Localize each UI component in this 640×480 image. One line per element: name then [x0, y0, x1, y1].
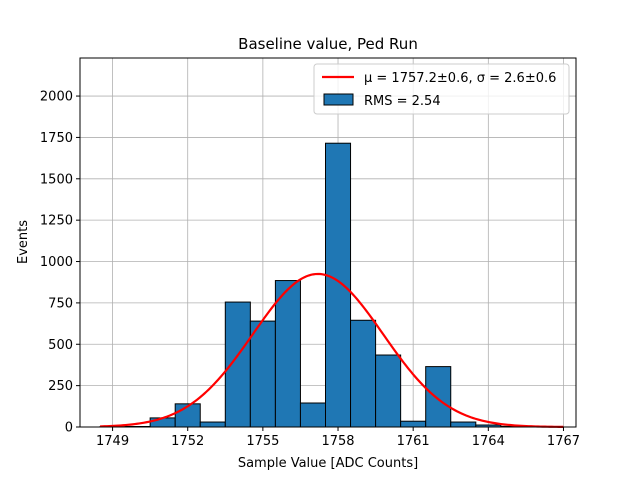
histogram-bars — [99, 142, 527, 428]
histogram-bar — [274, 280, 301, 428]
y-tick-label: 1750 — [40, 131, 73, 146]
histogram-bar — [324, 142, 352, 428]
histogram-bar — [375, 354, 402, 428]
x-tick-label: 1758 — [321, 434, 354, 449]
y-tick-label: 2000 — [40, 90, 73, 105]
histogram-bar — [400, 420, 427, 428]
legend-fit-label: μ = 1757.2±0.6, σ = 2.6±0.6 — [364, 71, 556, 86]
gaussian-fit-line — [100, 272, 564, 428]
legend-hist-label: RMS = 2.54 — [364, 94, 441, 109]
x-tick-label: 1761 — [397, 434, 430, 449]
legend: μ = 1757.2±0.6, σ = 2.6±0.6 RMS = 2.54 — [313, 63, 570, 115]
y-tick-label: 500 — [48, 338, 73, 353]
histogram-bar — [350, 319, 377, 428]
legend-hist-swatch — [323, 93, 354, 106]
histogram-bar — [450, 421, 477, 428]
y-tick-label: 1500 — [40, 172, 73, 187]
x-tick-label: 1767 — [547, 434, 580, 449]
histogram-bar — [299, 402, 326, 428]
x-axis: 1749 1752 1755 1758 1761 1764 1767 — [96, 427, 580, 449]
plot-area-frame — [79, 57, 577, 428]
histogram-bar — [224, 301, 251, 428]
y-tick-label: 1000 — [40, 255, 73, 270]
fit-curve — [100, 272, 564, 428]
y-tick-label: 0 — [65, 421, 73, 436]
y-tick-label: 1250 — [40, 214, 73, 229]
histogram-bar — [249, 320, 276, 428]
y-tick-label: 250 — [48, 379, 73, 394]
x-tick-label: 1752 — [171, 434, 204, 449]
histogram-bar — [425, 366, 452, 428]
x-tick-label: 1755 — [246, 434, 279, 449]
x-tick-label: 1749 — [96, 434, 129, 449]
chart-title: Baseline value, Ped Run — [238, 35, 418, 53]
y-tick-label: 750 — [48, 296, 73, 311]
histogram-bar — [149, 417, 176, 428]
x-axis-label: Sample Value [ADC Counts] — [238, 456, 418, 471]
legend-box — [313, 63, 570, 115]
y-axis: 0 250 500 750 1000 1250 1500 1750 2000 — [40, 90, 80, 436]
y-axis-label: Events — [16, 220, 31, 264]
histogram-bar — [199, 421, 226, 428]
x-tick-label: 1764 — [472, 434, 505, 449]
